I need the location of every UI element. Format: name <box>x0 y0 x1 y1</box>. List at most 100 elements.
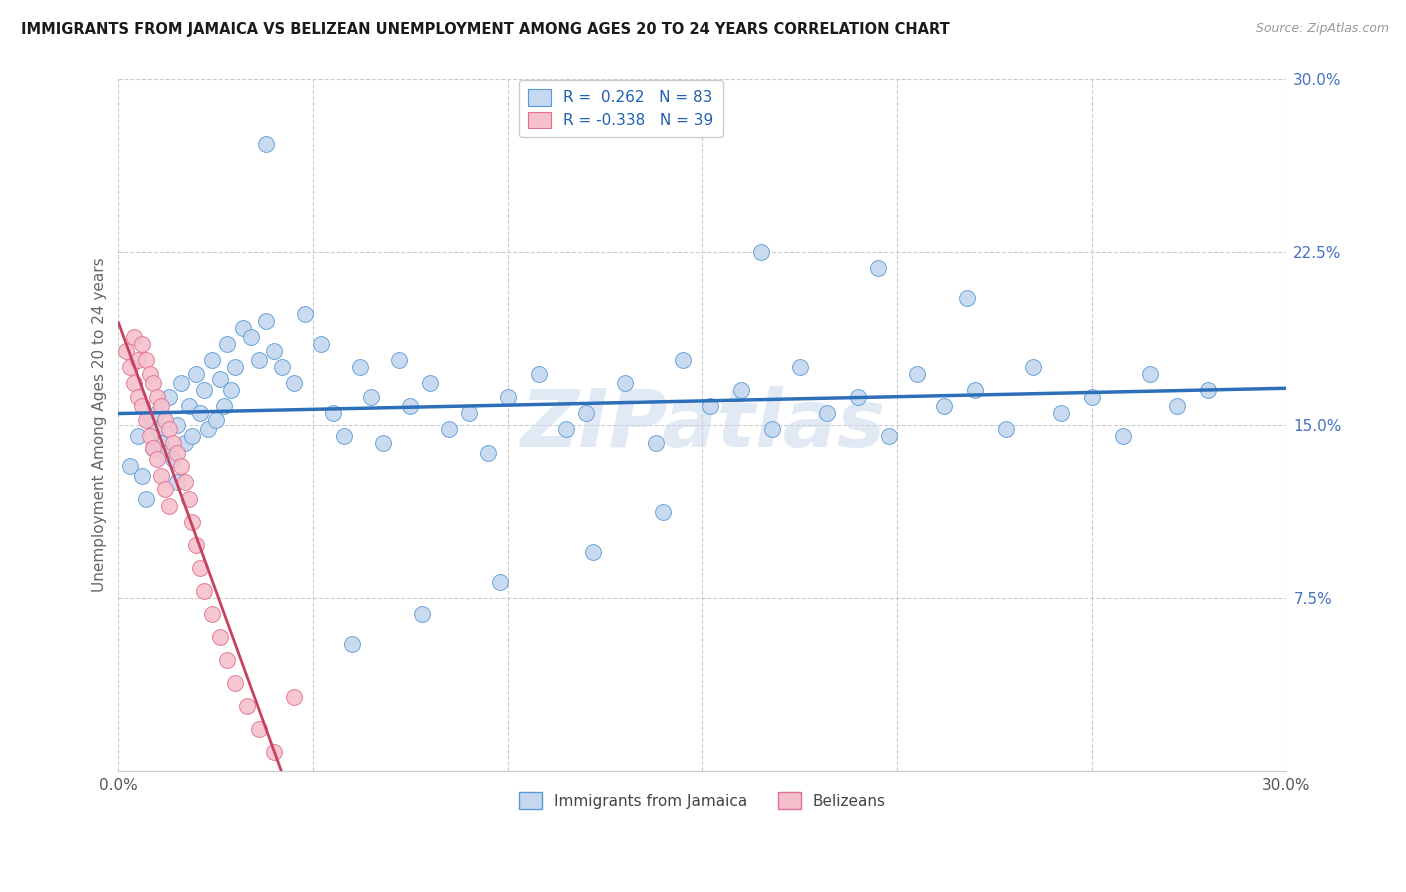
Point <box>173 436 195 450</box>
Point <box>208 630 231 644</box>
Point <box>283 690 305 704</box>
Y-axis label: Unemployment Among Ages 20 to 24 years: Unemployment Among Ages 20 to 24 years <box>93 258 107 592</box>
Point <box>201 607 224 621</box>
Point <box>217 653 239 667</box>
Point <box>166 417 188 432</box>
Point <box>236 699 259 714</box>
Point <box>399 400 422 414</box>
Point <box>905 367 928 381</box>
Point <box>186 367 208 381</box>
Point <box>761 422 783 436</box>
Point <box>644 436 666 450</box>
Point <box>120 360 142 375</box>
Point <box>224 360 246 375</box>
Point <box>153 483 176 497</box>
Point <box>115 344 138 359</box>
Point <box>204 413 226 427</box>
Point <box>127 429 149 443</box>
Point <box>131 337 153 351</box>
Point <box>146 390 169 404</box>
Point <box>1080 390 1102 404</box>
Point <box>254 136 277 151</box>
Text: Source: ZipAtlas.com: Source: ZipAtlas.com <box>1256 22 1389 36</box>
Point <box>652 505 675 519</box>
Point <box>309 337 332 351</box>
Point <box>477 445 499 459</box>
Point <box>170 459 193 474</box>
Text: ZIPatlas: ZIPatlas <box>520 386 884 464</box>
Point <box>749 244 772 259</box>
Point <box>131 400 153 414</box>
Point <box>1166 400 1188 414</box>
Point <box>239 330 262 344</box>
Point <box>122 330 145 344</box>
Point <box>166 445 188 459</box>
Point <box>672 353 695 368</box>
Point <box>142 441 165 455</box>
Point <box>582 544 605 558</box>
Point <box>263 745 285 759</box>
Point <box>254 314 277 328</box>
Point <box>1022 360 1045 375</box>
Point <box>360 390 382 404</box>
Point <box>127 390 149 404</box>
Point <box>789 360 811 375</box>
Point <box>188 406 211 420</box>
Point <box>1112 429 1135 443</box>
Point <box>181 429 204 443</box>
Point <box>138 413 160 427</box>
Point <box>146 452 169 467</box>
Point <box>866 261 889 276</box>
Point <box>173 475 195 490</box>
Point <box>956 291 979 305</box>
Point <box>388 353 411 368</box>
Point <box>150 436 173 450</box>
Point <box>186 538 208 552</box>
Point <box>122 376 145 391</box>
Point <box>349 360 371 375</box>
Point <box>188 561 211 575</box>
Point <box>877 429 900 443</box>
Point <box>162 452 184 467</box>
Point <box>197 422 219 436</box>
Point <box>162 436 184 450</box>
Point <box>201 353 224 368</box>
Point <box>193 383 215 397</box>
Point <box>166 475 188 490</box>
Point <box>411 607 433 621</box>
Point <box>555 422 578 436</box>
Legend: Immigrants from Jamaica, Belizeans: Immigrants from Jamaica, Belizeans <box>513 786 891 815</box>
Point <box>177 491 200 506</box>
Point <box>932 400 955 414</box>
Point <box>1198 383 1220 397</box>
Point <box>146 406 169 420</box>
Point <box>153 413 176 427</box>
Text: IMMIGRANTS FROM JAMAICA VS BELIZEAN UNEMPLOYMENT AMONG AGES 20 TO 24 YEARS CORRE: IMMIGRANTS FROM JAMAICA VS BELIZEAN UNEM… <box>21 22 950 37</box>
Point <box>127 353 149 368</box>
Point <box>221 383 243 397</box>
Point <box>135 353 157 368</box>
Point <box>153 445 176 459</box>
Point <box>527 367 550 381</box>
Point <box>373 436 395 450</box>
Point <box>333 429 356 443</box>
Point <box>247 722 270 736</box>
Point <box>322 406 344 420</box>
Point <box>1139 367 1161 381</box>
Point <box>142 376 165 391</box>
Point <box>1049 406 1071 420</box>
Point <box>846 390 869 404</box>
Point <box>170 376 193 391</box>
Point <box>963 383 986 397</box>
Point <box>232 321 254 335</box>
Point <box>142 441 165 455</box>
Point <box>730 383 752 397</box>
Point <box>212 400 235 414</box>
Point <box>247 353 270 368</box>
Point <box>575 406 598 420</box>
Point <box>193 583 215 598</box>
Point <box>208 372 231 386</box>
Point <box>135 491 157 506</box>
Point <box>135 413 157 427</box>
Point <box>489 574 512 589</box>
